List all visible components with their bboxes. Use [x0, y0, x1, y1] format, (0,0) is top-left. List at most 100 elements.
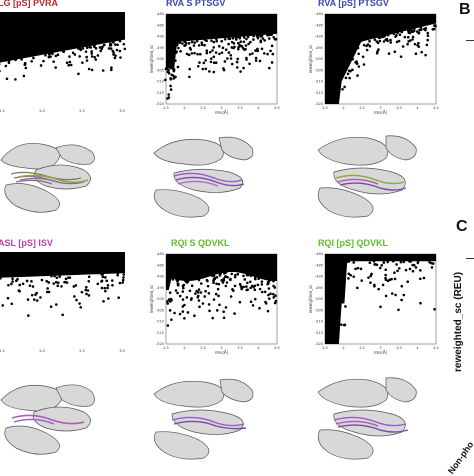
- y-tick-label: -490: [156, 35, 164, 39]
- panel-letter-b: B: [459, 1, 471, 18]
- y-tick-label: -505: [156, 68, 164, 72]
- y-tick-label: -520: [315, 102, 323, 106]
- scatter-top-right: reweighted_sc rms(Å) 1.5 2 2.5 3 3.5 4 4.5 -480 -4…: [308, 12, 439, 115]
- structure-top-right: [317, 135, 417, 218]
- x-tick-label: 4.5: [274, 346, 280, 350]
- x-tick-label: 1.5: [322, 106, 328, 110]
- x-tick-label: 3: [220, 106, 222, 110]
- y-tick-label: -480: [315, 12, 323, 16]
- scatter-points: [325, 14, 437, 104]
- x-tick-label: 4: [416, 346, 419, 350]
- y-tick-label: -500: [315, 57, 323, 61]
- x-tick-label: 2: [342, 346, 344, 350]
- y-tick-label: -515: [315, 331, 323, 335]
- y-tick-label: -480: [156, 12, 164, 16]
- scatter-points: [166, 254, 278, 327]
- structure-top-mid: [153, 136, 254, 218]
- y-tick-label: -500: [315, 297, 323, 301]
- x-tick-label: 3.5: [237, 346, 243, 350]
- scatter-points: [0, 252, 126, 317]
- y-tick-label: -485: [315, 23, 323, 27]
- x-tick-label: 3: [220, 346, 222, 350]
- x-axis-label: rms(Å): [374, 110, 388, 115]
- x-tick-label: 3.0: [119, 109, 125, 113]
- y-tick-label: -495: [315, 46, 323, 50]
- title-bot-mid: RQI S QDVKL: [171, 238, 230, 248]
- right-bottom-label: Non-pho: [446, 439, 474, 476]
- scatter-bot-left: 1.5 2.0 2.5 3.0: [0, 252, 126, 353]
- x-tick-label: 1.5: [0, 109, 5, 113]
- x-tick-label: 2: [183, 106, 185, 110]
- x-tick-label: 3.5: [396, 346, 402, 350]
- x-tick-label: 1.5: [0, 349, 5, 353]
- y-tick-label: -505: [156, 308, 164, 312]
- structure-top-left: [0, 143, 95, 213]
- structure-bot-left: [0, 384, 95, 455]
- y-tick-label: -505: [315, 308, 323, 312]
- right-tick-mark: [466, 40, 474, 41]
- x-tick-label: 2.5: [359, 106, 365, 110]
- scatter-points: [325, 254, 436, 344]
- y-tick-label: -500: [156, 297, 164, 301]
- y-tick-label: -510: [315, 320, 323, 324]
- y-tick-label: -510: [156, 320, 164, 324]
- y-tick-label: -500: [156, 57, 164, 61]
- x-axis-label: rms(Å): [374, 350, 388, 355]
- scatter-bot-mid: reweighted_sc rms(Å) 1.5 2 2.5 3 3.5 4 4.5 -480 -4…: [149, 252, 280, 355]
- x-tick-label: 2.5: [359, 346, 365, 350]
- y-tick-label: -495: [156, 46, 164, 50]
- x-tick-label: 1.5: [322, 346, 328, 350]
- x-tick-label: 3.5: [396, 106, 402, 110]
- right-tick-mark: [466, 258, 474, 259]
- y-tick-label: -490: [315, 35, 323, 39]
- y-tick-label: -490: [315, 275, 323, 279]
- scatter-points: [0, 12, 127, 81]
- x-tick-label: 2.5: [200, 106, 206, 110]
- scatter-top-mid: reweighted_sc rms(Å) 1.5 2 2.5 3 3.5 4 4.5 -480 -4…: [149, 12, 280, 115]
- y-tick-label: -505: [315, 68, 323, 72]
- y-tick-label: -485: [315, 263, 323, 267]
- x-axis-label: rms(Å): [215, 350, 229, 355]
- panel-letter-c: C: [456, 218, 468, 235]
- x-tick-label: 2.0: [39, 109, 45, 113]
- title-top-left: LG [pS] PVRA: [0, 0, 58, 8]
- y-tick-label: -515: [156, 91, 164, 95]
- x-tick-label: 2.5: [79, 349, 85, 353]
- title-bot-left: ASL [pS] ISV: [0, 238, 53, 248]
- x-tick-label: 2: [342, 106, 344, 110]
- x-tick-label: 4: [257, 106, 260, 110]
- scatter-points: [164, 14, 278, 100]
- x-tick-label: 2: [183, 346, 185, 350]
- x-tick-label: 1.5: [163, 346, 169, 350]
- scatter-top-left: 1.5 2.0 2.5 3.0: [0, 12, 127, 113]
- x-tick-label: 2.0: [39, 349, 45, 353]
- y-tick-label: -510: [156, 80, 164, 84]
- scatter-bot-right: reweighted_sc rms(Å) 1.5 2 2.5 3 3.5 4 4.5 -480 -4…: [308, 252, 439, 355]
- title-top-mid: RVA S PTSGV: [166, 0, 226, 8]
- x-tick-label: 4.5: [433, 106, 439, 110]
- x-tick-label: 3: [379, 106, 381, 110]
- title-top-right: RVA [pS] PTSGV: [318, 0, 389, 8]
- x-axis-label: rms(Å): [215, 110, 229, 115]
- x-tick-label: 3: [379, 346, 381, 350]
- y-tick-label: -520: [156, 342, 164, 346]
- y-tick-label: -520: [315, 342, 323, 346]
- x-tick-label: 2.5: [79, 109, 85, 113]
- y-tick-label: -515: [156, 331, 164, 335]
- y-tick-label: -485: [156, 263, 164, 267]
- y-tick-label: -485: [156, 23, 164, 27]
- y-tick-label: -480: [315, 252, 323, 256]
- x-tick-label: 4.5: [433, 346, 439, 350]
- y-axis-label: reweighted_sc: [149, 285, 154, 314]
- x-tick-label: 3.0: [119, 349, 125, 353]
- y-axis-label: reweighted_sc: [149, 45, 154, 74]
- right-ylabel: reweighted_sc (REU): [453, 271, 464, 372]
- y-tick-label: -495: [156, 286, 164, 290]
- y-axis-label: reweighted_sc: [308, 285, 313, 314]
- y-tick-label: -480: [156, 252, 164, 256]
- y-tick-label: -495: [315, 286, 323, 290]
- y-tick-label: -510: [315, 80, 323, 84]
- title-bot-right: RQI [pS] QDVKL: [318, 238, 388, 248]
- structure-bot-right: [317, 377, 417, 460]
- x-tick-label: 4.5: [274, 106, 280, 110]
